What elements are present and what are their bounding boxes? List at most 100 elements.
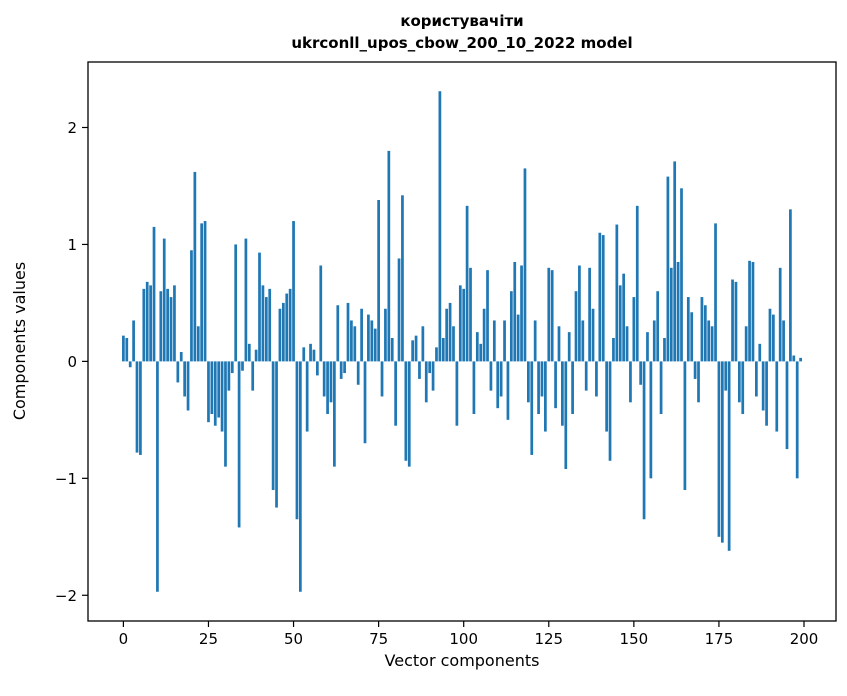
bar bbox=[302, 347, 306, 362]
bar bbox=[547, 267, 551, 362]
bar bbox=[295, 361, 299, 520]
bar bbox=[530, 361, 534, 455]
bar bbox=[319, 265, 323, 362]
bar bbox=[697, 361, 700, 403]
bar bbox=[554, 361, 557, 409]
bar bbox=[217, 361, 221, 418]
bar bbox=[458, 285, 462, 362]
bar bbox=[564, 361, 568, 469]
bar bbox=[731, 279, 734, 362]
bar bbox=[513, 261, 517, 362]
bar bbox=[176, 361, 180, 383]
bar bbox=[482, 308, 486, 362]
bar bbox=[496, 361, 500, 409]
bar bbox=[503, 320, 506, 362]
bar bbox=[751, 261, 755, 362]
bar bbox=[261, 285, 265, 362]
bar bbox=[537, 361, 540, 415]
bar bbox=[663, 337, 666, 362]
bar bbox=[792, 355, 796, 362]
bar bbox=[761, 361, 765, 411]
bar bbox=[506, 361, 510, 420]
bar bbox=[799, 357, 802, 362]
bar bbox=[227, 361, 231, 391]
x-tick-label: 0 bbox=[119, 630, 129, 648]
bar bbox=[727, 361, 731, 551]
bar bbox=[465, 205, 469, 362]
x-tick-label: 100 bbox=[449, 630, 478, 648]
bar bbox=[142, 288, 146, 362]
bar bbox=[329, 361, 333, 403]
bar bbox=[145, 281, 149, 362]
bar bbox=[322, 361, 326, 397]
bar bbox=[380, 361, 384, 397]
bar bbox=[159, 291, 163, 362]
bar bbox=[173, 285, 176, 362]
bar bbox=[703, 305, 707, 362]
bar bbox=[441, 337, 445, 362]
bar bbox=[200, 223, 204, 362]
bar bbox=[390, 337, 394, 362]
bar bbox=[333, 361, 336, 467]
bar bbox=[710, 326, 714, 362]
bar bbox=[656, 291, 660, 362]
bar bbox=[737, 361, 741, 403]
bar bbox=[680, 188, 683, 362]
bar bbox=[196, 326, 200, 362]
bar bbox=[264, 297, 268, 362]
bar bbox=[281, 302, 285, 362]
bar bbox=[135, 361, 139, 453]
bar bbox=[278, 308, 282, 362]
bar bbox=[472, 361, 476, 415]
bar bbox=[748, 260, 751, 362]
bar bbox=[414, 335, 418, 362]
bar bbox=[649, 361, 653, 479]
bar bbox=[693, 361, 697, 379]
axes-spines bbox=[87, 61, 837, 622]
bar bbox=[755, 361, 758, 397]
chart-title-model: ukrconll_upos_cbow_200_10_2022 model bbox=[291, 34, 632, 52]
bar bbox=[646, 332, 649, 362]
bar bbox=[370, 320, 374, 362]
bar bbox=[567, 332, 571, 362]
bar bbox=[203, 221, 207, 362]
bar bbox=[316, 361, 319, 376]
bar bbox=[305, 361, 309, 432]
bar bbox=[768, 308, 772, 362]
bar bbox=[288, 288, 292, 362]
bar bbox=[452, 326, 455, 362]
bar bbox=[758, 343, 762, 362]
bar bbox=[527, 361, 530, 403]
bar bbox=[418, 361, 421, 379]
bar bbox=[516, 314, 520, 362]
x-axis-label: Vector components bbox=[385, 651, 540, 670]
bar bbox=[445, 308, 449, 362]
bar bbox=[629, 361, 632, 403]
bar bbox=[652, 320, 656, 362]
bar bbox=[469, 267, 472, 362]
bar bbox=[247, 343, 251, 362]
bar bbox=[785, 361, 789, 450]
bar bbox=[608, 361, 612, 461]
y-tick-label: 1 bbox=[67, 236, 77, 254]
bar bbox=[533, 320, 537, 362]
bar bbox=[207, 361, 210, 423]
bar bbox=[421, 326, 425, 362]
bar bbox=[642, 361, 646, 520]
bar bbox=[765, 361, 768, 426]
bar bbox=[578, 265, 581, 362]
bar bbox=[615, 224, 619, 362]
x-tick-label: 50 bbox=[284, 630, 303, 648]
bar bbox=[540, 361, 544, 397]
bar bbox=[462, 288, 466, 362]
bar bbox=[499, 361, 503, 397]
bar bbox=[612, 337, 615, 362]
bar bbox=[254, 349, 258, 362]
bar bbox=[268, 288, 272, 362]
bar bbox=[581, 320, 585, 362]
bar bbox=[635, 205, 639, 362]
bar bbox=[639, 361, 643, 385]
bar bbox=[128, 361, 132, 368]
bar bbox=[561, 361, 564, 426]
bar bbox=[717, 361, 721, 537]
